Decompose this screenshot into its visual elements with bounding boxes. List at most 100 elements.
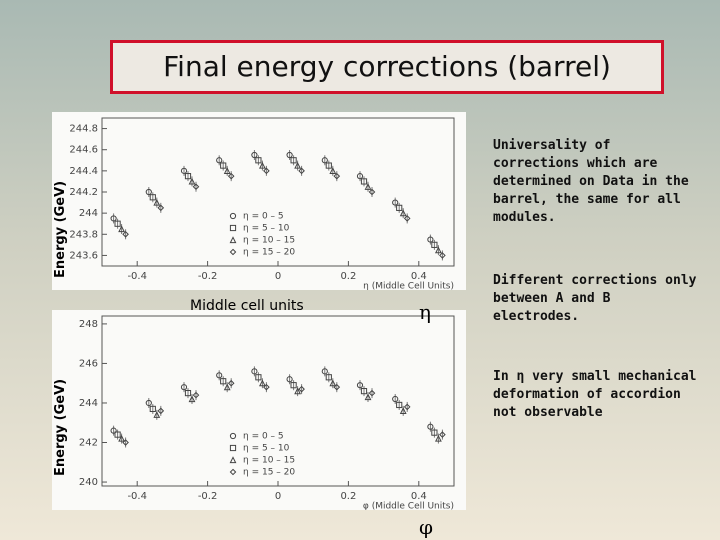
point [258, 379, 266, 387]
point [329, 379, 337, 387]
legend-marker [229, 212, 237, 220]
legend-label: η = 5 – 10 [243, 444, 290, 454]
point [439, 431, 446, 438]
note: Universality of corrections which are de… [493, 138, 689, 225]
point [216, 372, 223, 379]
point [325, 162, 332, 169]
y-tick-label: 242 [79, 438, 98, 449]
point [188, 177, 196, 185]
point [180, 384, 188, 391]
point [325, 374, 332, 381]
point [192, 391, 200, 399]
x-tick-label: -0.4 [127, 271, 147, 282]
y-tick-label: 244.8 [69, 124, 98, 135]
point [427, 423, 434, 430]
plot-top: 243.6 243.8 244 244.2 244.4 244.6 244.8 -0.4 -0.… [52, 112, 466, 290]
point [298, 167, 305, 175]
point [223, 383, 231, 391]
legend-label: η = 0 – 5 [243, 212, 284, 222]
x-tick-label: 0.4 [411, 491, 427, 502]
y-tick-label: 244 [79, 208, 98, 219]
point [286, 376, 293, 383]
point [118, 434, 126, 442]
point [321, 157, 328, 164]
x-axis-label: φ (Middle Cell Units) [363, 502, 454, 511]
y-tick-label: 246 [79, 358, 98, 369]
point [399, 209, 407, 217]
point [333, 383, 341, 391]
y-tick-label: 244.6 [69, 145, 98, 156]
point [149, 405, 156, 413]
point [188, 395, 196, 403]
legend-marker [229, 224, 237, 232]
point [114, 431, 121, 438]
legend-label: η = 10 – 15 [243, 456, 295, 466]
point [227, 379, 235, 387]
eta-symbol: η [419, 300, 431, 324]
point [220, 162, 227, 169]
point [333, 172, 341, 180]
point [114, 220, 121, 227]
point [227, 172, 235, 180]
x-tick-label: -0.2 [198, 491, 218, 502]
point [356, 173, 364, 180]
point [122, 230, 129, 238]
point [255, 157, 262, 164]
legend-marker [229, 468, 237, 476]
point [118, 225, 126, 233]
point [180, 167, 188, 174]
legend-label: η = 15 – 20 [243, 248, 295, 258]
point [122, 439, 129, 446]
y-axis-label: Energy (GeV) [53, 378, 68, 476]
point [220, 378, 227, 385]
point [110, 215, 117, 222]
point [145, 188, 152, 196]
legend-label: η = 10 – 15 [243, 236, 295, 246]
point [399, 407, 407, 414]
point [392, 199, 399, 206]
x-tick-label: -0.4 [127, 491, 147, 502]
point [439, 252, 446, 259]
x-tick-label: 0.4 [411, 271, 427, 282]
point [145, 399, 152, 407]
point [294, 387, 302, 395]
phi-symbol: φ [419, 515, 434, 539]
x-tick-label: 0.2 [340, 271, 356, 282]
y-tick-label: 244.2 [69, 187, 98, 198]
point [368, 389, 376, 397]
y-tick-label: 244.4 [69, 166, 98, 177]
legend-marker [229, 444, 237, 452]
y-tick-label: 244 [79, 398, 98, 409]
point [192, 183, 200, 191]
point [396, 204, 403, 211]
point [364, 182, 372, 190]
point [431, 429, 438, 436]
legend-label: η = 15 – 20 [243, 468, 295, 478]
point [434, 434, 442, 442]
point [356, 382, 364, 389]
y-tick-label: 243.6 [69, 250, 98, 261]
point [427, 236, 434, 243]
point [329, 167, 337, 174]
point [149, 194, 156, 201]
y-axis-label: Energy (GeV) [53, 180, 68, 278]
legend-label: η = 5 – 10 [243, 224, 290, 234]
point [321, 368, 328, 375]
point [396, 401, 403, 409]
point [360, 388, 368, 395]
x-tick-label: 0.2 [340, 491, 356, 502]
point [251, 151, 258, 159]
legend-marker [229, 456, 237, 464]
legend-label: η = 0 – 5 [243, 432, 284, 442]
y-tick-label: 240 [79, 477, 98, 488]
point [290, 157, 297, 164]
point [255, 374, 262, 381]
point [360, 178, 368, 185]
point [153, 411, 161, 418]
point [110, 427, 117, 434]
legend-marker [229, 248, 237, 256]
x-tick-label: 0 [275, 491, 281, 502]
legend-marker [229, 236, 237, 244]
note: Different corrections only between A and… [493, 273, 697, 324]
x-tick-label: 0 [275, 271, 281, 282]
